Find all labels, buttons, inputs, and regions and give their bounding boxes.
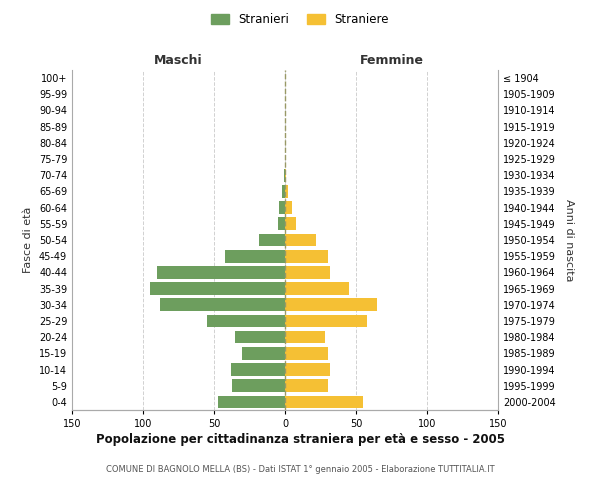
Bar — [285, 331, 325, 344]
Bar — [285, 266, 331, 278]
Bar — [285, 363, 331, 376]
Bar — [160, 298, 285, 311]
Bar — [285, 202, 292, 214]
Bar — [226, 250, 285, 262]
Bar — [280, 202, 285, 214]
Bar — [278, 218, 285, 230]
Bar — [259, 234, 285, 246]
Text: Maschi: Maschi — [154, 54, 203, 66]
Bar — [285, 380, 328, 392]
Bar — [157, 266, 285, 278]
Bar — [282, 185, 285, 198]
Bar — [218, 396, 285, 408]
Bar — [285, 314, 367, 328]
Bar — [285, 298, 377, 311]
Bar — [285, 347, 328, 360]
Bar — [285, 218, 296, 230]
Bar — [285, 282, 349, 295]
Bar — [207, 314, 285, 328]
Y-axis label: Anni di nascita: Anni di nascita — [564, 198, 574, 281]
Bar — [232, 380, 285, 392]
Y-axis label: Fasce di età: Fasce di età — [23, 207, 33, 273]
Bar — [285, 234, 316, 246]
Bar — [285, 396, 363, 408]
Text: Popolazione per cittadinanza straniera per età e sesso - 2005: Popolazione per cittadinanza straniera p… — [95, 432, 505, 446]
Bar — [150, 282, 285, 295]
Bar — [242, 347, 285, 360]
Legend: Stranieri, Straniere: Stranieri, Straniere — [206, 8, 394, 31]
Text: Femmine: Femmine — [359, 54, 424, 66]
Text: COMUNE DI BAGNOLO MELLA (BS) - Dati ISTAT 1° gennaio 2005 - Elaborazione TUTTITA: COMUNE DI BAGNOLO MELLA (BS) - Dati ISTA… — [106, 466, 494, 474]
Bar — [285, 250, 328, 262]
Bar — [284, 169, 285, 181]
Bar — [285, 185, 288, 198]
Bar — [235, 331, 285, 344]
Bar — [285, 169, 286, 181]
Bar — [231, 363, 285, 376]
